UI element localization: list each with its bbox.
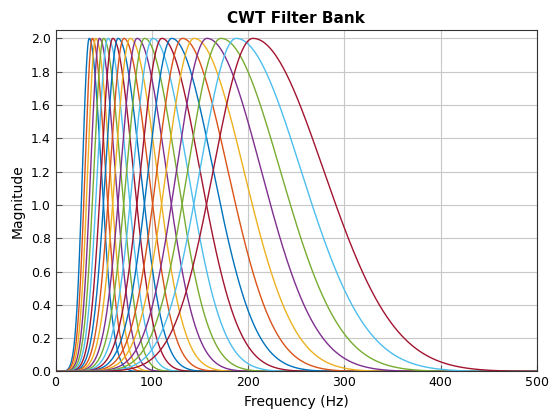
Y-axis label: Magnitude: Magnitude — [11, 164, 25, 238]
X-axis label: Frequency (Hz): Frequency (Hz) — [244, 395, 348, 409]
Title: CWT Filter Bank: CWT Filter Bank — [227, 11, 365, 26]
